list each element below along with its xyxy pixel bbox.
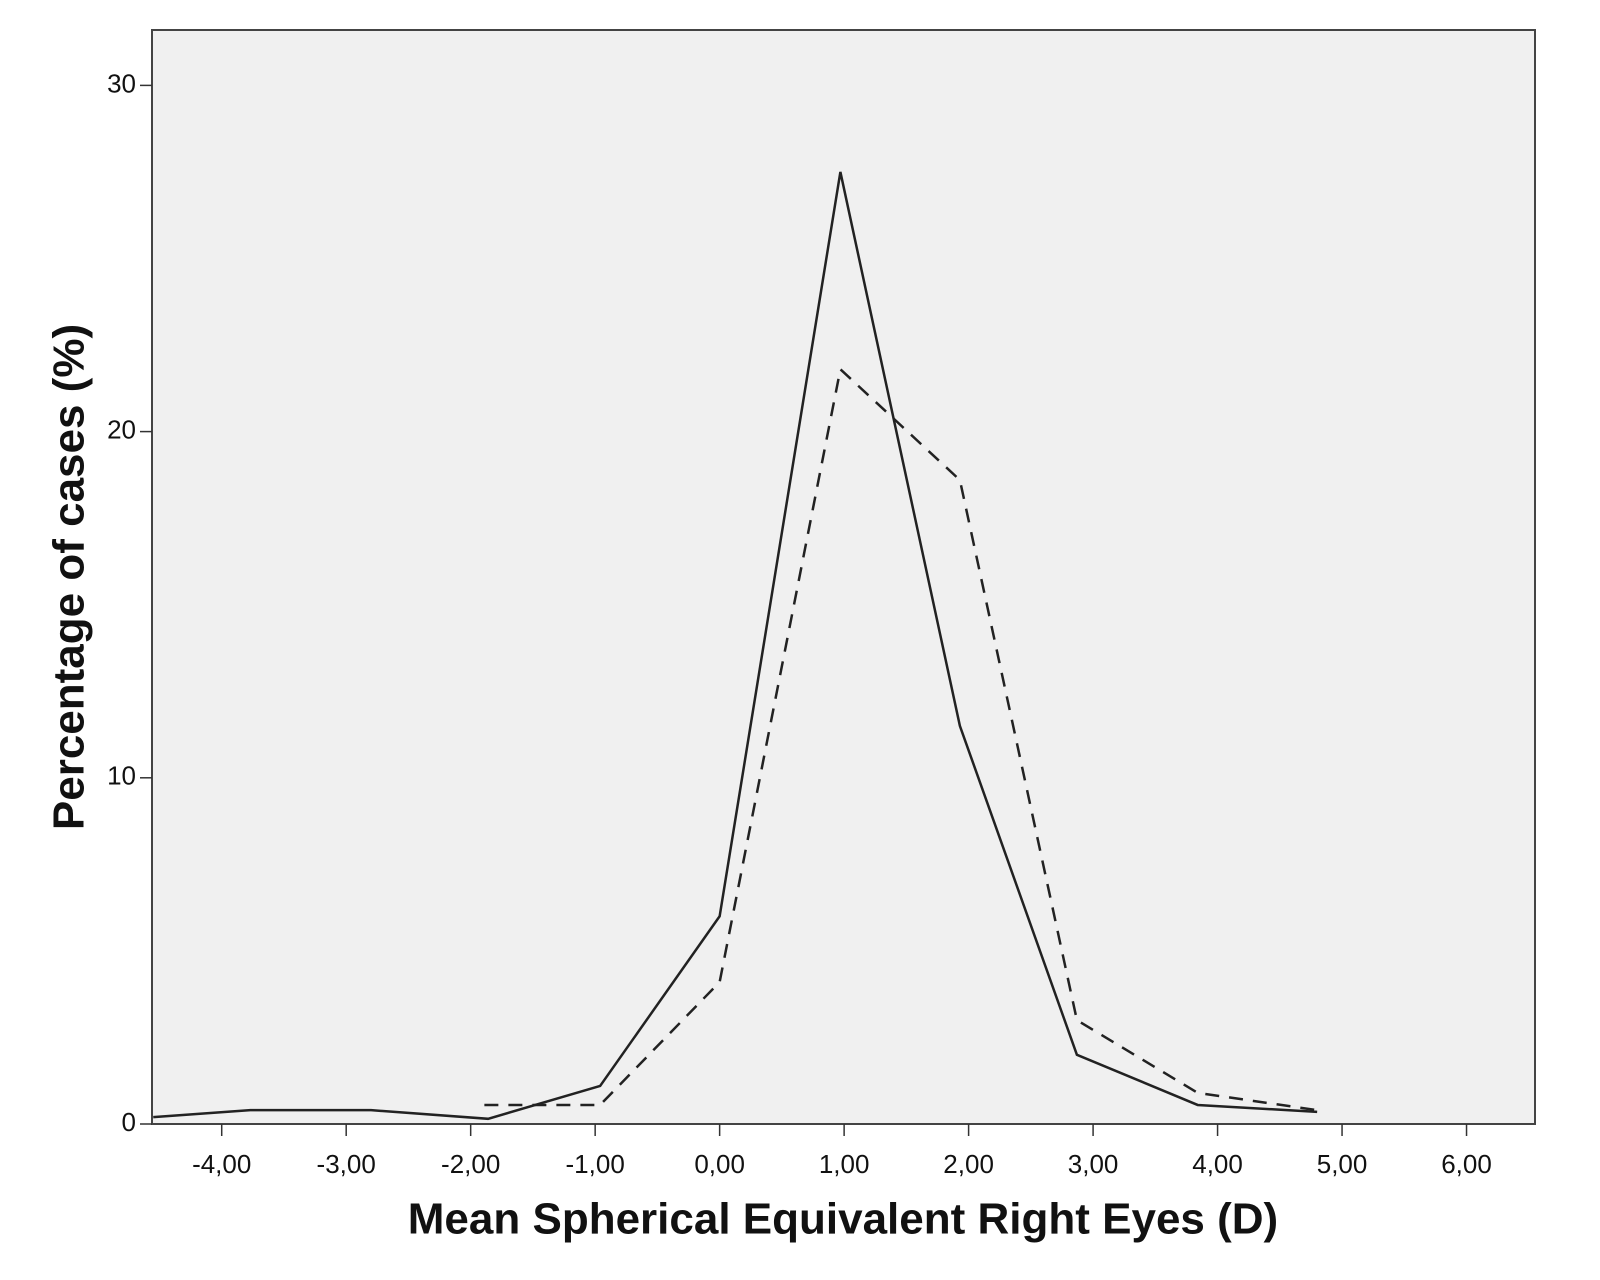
x-tick-label: 2,00 <box>943 1149 994 1179</box>
x-tick-label: 4,00 <box>1192 1149 1243 1179</box>
x-tick-label: 0,00 <box>694 1149 745 1179</box>
x-tick-label: -2,00 <box>441 1149 500 1179</box>
x-tick-label: 6,00 <box>1441 1149 1492 1179</box>
x-tick-label: -3,00 <box>317 1149 376 1179</box>
x-tick-label: 3,00 <box>1068 1149 1119 1179</box>
y-tick-label: 30 <box>107 68 136 98</box>
x-tick-label: -4,00 <box>192 1149 251 1179</box>
x-tick-label: 1,00 <box>819 1149 870 1179</box>
series-line <box>484 366 1318 1112</box>
y-axis-title: Percentage of cases (%) <box>45 324 94 830</box>
x-tick-label: -1,00 <box>566 1149 625 1179</box>
y-tick-label: 10 <box>107 761 136 791</box>
y-tick-label: 0 <box>122 1107 136 1137</box>
x-axis-title: Mean Spherical Equivalent Right Eyes (D) <box>408 1195 1278 1244</box>
series-line <box>153 171 1318 1121</box>
y-tick-label: 20 <box>107 414 136 444</box>
x-tick-label: 5,00 <box>1317 1149 1368 1179</box>
plot-area <box>151 29 1536 1125</box>
